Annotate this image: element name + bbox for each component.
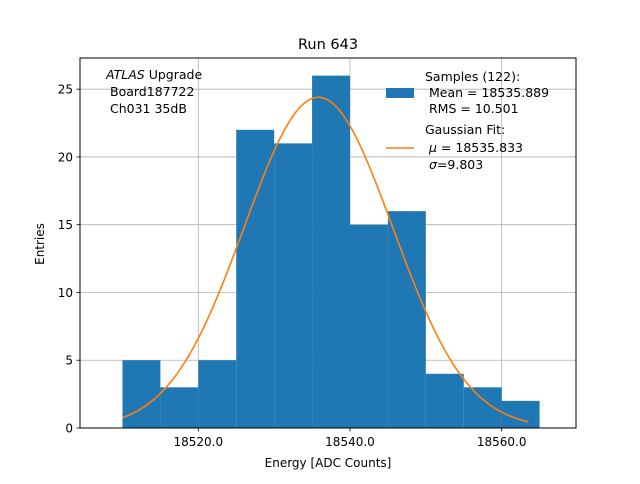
x-axis-label: Energy [ADC Counts] (265, 456, 392, 470)
axis-ticks: 18520.0 18540.0 18560.0 0 5 10 15 20 25 (58, 83, 527, 449)
svg-text:σ=9.803: σ=9.803 (429, 157, 483, 172)
annotation-channel: Ch031 35dB (110, 101, 187, 116)
histogram-bar (387, 211, 426, 428)
y-tick-label: 15 (58, 218, 73, 232)
legend-samples-swatch (386, 88, 414, 98)
histogram-bars (122, 75, 540, 429)
legend-sigma-symbol: σ (429, 157, 438, 172)
legend-samples-label: Samples (122): (425, 69, 520, 84)
histogram-bar (198, 360, 237, 428)
y-tick-label: 10 (58, 286, 73, 300)
legend-mu-value: = 18535.833 (437, 140, 523, 155)
legend-sigma-value: =9.803 (437, 157, 483, 172)
histogram-bar (236, 129, 275, 429)
svg-text:μ = 18535.833: μ = 18535.833 (428, 140, 523, 155)
gaussian-fit-curve-group (122, 96, 529, 423)
x-tick-label: 18540.0 (325, 435, 375, 449)
x-tick-label: 18520.0 (173, 435, 223, 449)
svg-text:ATLAS Upgrade: ATLAS Upgrade (105, 67, 202, 82)
plot-frame (79, 57, 577, 429)
annotation-upgrade: Upgrade (145, 67, 203, 82)
legend-mean: Mean = 18535.889 (429, 85, 549, 100)
y-tick-label: 25 (58, 83, 73, 97)
histogram-bar (122, 360, 161, 428)
legend: Samples (122): Mean = 18535.889 RMS = 10… (386, 69, 549, 172)
gaussian-fit-curve (122, 96, 529, 423)
y-axis-label: Entries (33, 223, 47, 265)
histogram-bar (160, 387, 199, 428)
x-tick-label: 18560.0 (477, 435, 527, 449)
annotation-atlas: ATLAS (105, 67, 145, 82)
chart-title: Run 643 (298, 37, 358, 53)
histogram-bar (463, 387, 502, 428)
y-tick-label: 5 (65, 354, 73, 368)
histogram-bar (312, 75, 350, 428)
y-tick-label: 20 (58, 150, 73, 164)
histogram-bar (425, 373, 464, 428)
histogram-bar (274, 143, 313, 428)
histogram-bar (349, 224, 388, 428)
annotation-board: Board187722 (110, 84, 194, 99)
legend-rms: RMS = 10.501 (429, 101, 519, 116)
legend-fit-label: Gaussian Fit: (425, 122, 505, 137)
legend-mu-symbol: μ (428, 140, 437, 155)
y-tick-label: 0 (65, 422, 73, 436)
plot-annotation: ATLAS Upgrade Board187722 Ch031 35dB (105, 67, 202, 116)
